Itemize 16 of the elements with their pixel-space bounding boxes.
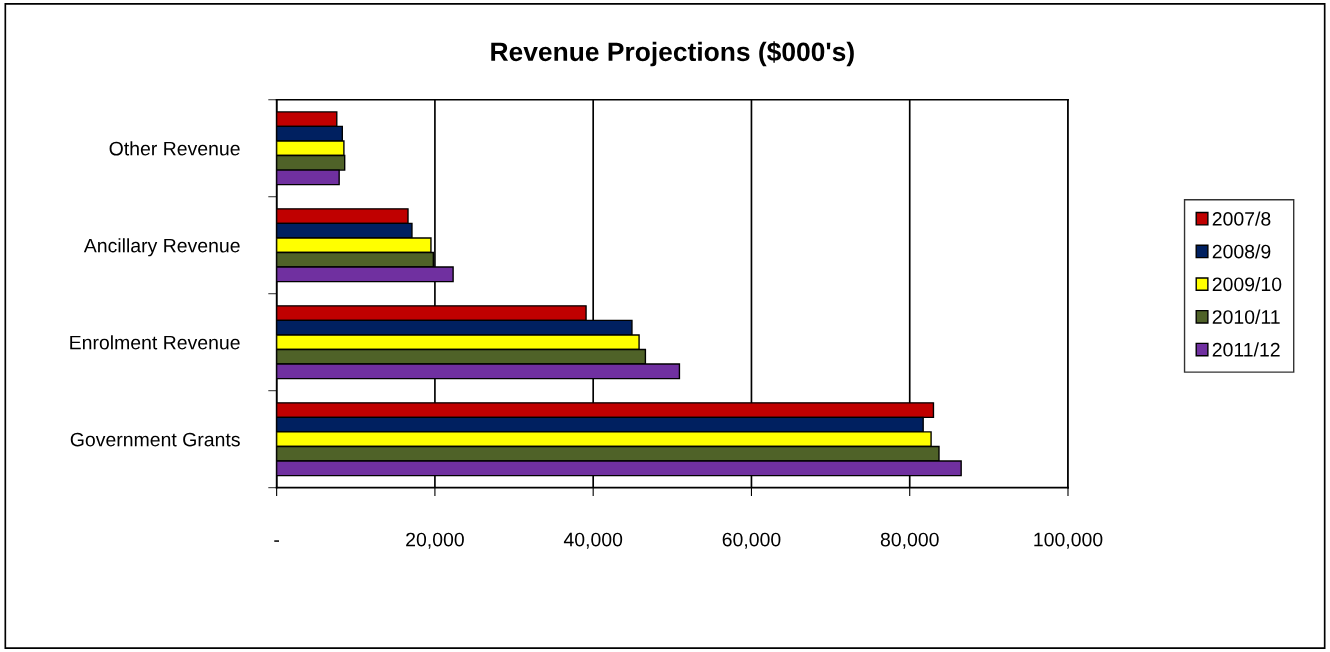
y-tick-label: Enrolment Revenue [70,335,240,350]
chart-title: Revenue Projections ($000's) [491,41,854,67]
legend-label: 2010/11 [1212,309,1280,324]
x-tick-label: 60,000 [722,532,781,549]
x-tick-label: - [274,540,280,542]
x-tick-label: 20,000 [406,532,464,549]
x-tick-label: 100,000 [1034,532,1103,549]
x-tick-label: 40,000 [563,532,623,549]
x-tick-label: 80,000 [880,532,939,549]
legend-label: 2009/10 [1212,276,1282,292]
legend-label: 2007/8 [1212,211,1271,226]
legend-label: 2011/12 [1212,342,1280,357]
y-tick-label: Ancillary Revenue [83,238,240,257]
y-tick-label: Government Grants [70,432,240,447]
y-tick-label: Other Revenue [109,141,240,156]
legend-label: 2008/9 [1212,244,1271,259]
